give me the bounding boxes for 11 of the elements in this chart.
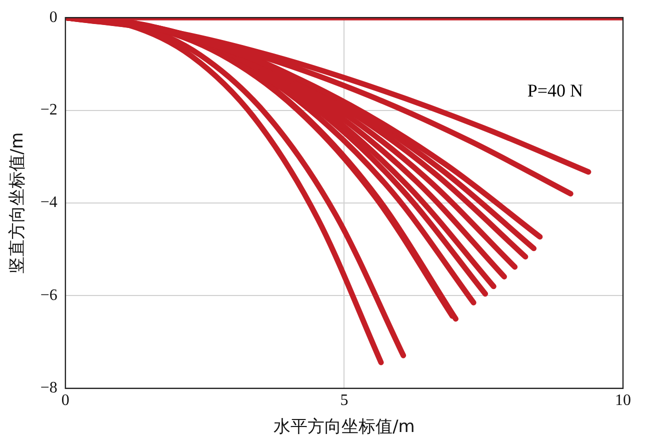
x-tick-label: 10 [615, 392, 631, 410]
y-tick-label: −4 [40, 194, 58, 212]
x-tick-label: 5 [340, 392, 348, 410]
y-tick-label: −6 [40, 286, 58, 304]
y-axis-title: 竖直方向坐标值/m [8, 132, 28, 274]
y-tick-label: 0 [49, 8, 58, 26]
annotation: P=40 N [527, 80, 583, 100]
y-tick-label: −8 [40, 380, 58, 397]
y-tick-label: −2 [40, 102, 58, 119]
x-tick-label: 0 [61, 392, 70, 410]
x-axis-title: 水平方向坐标值/m [274, 417, 415, 438]
